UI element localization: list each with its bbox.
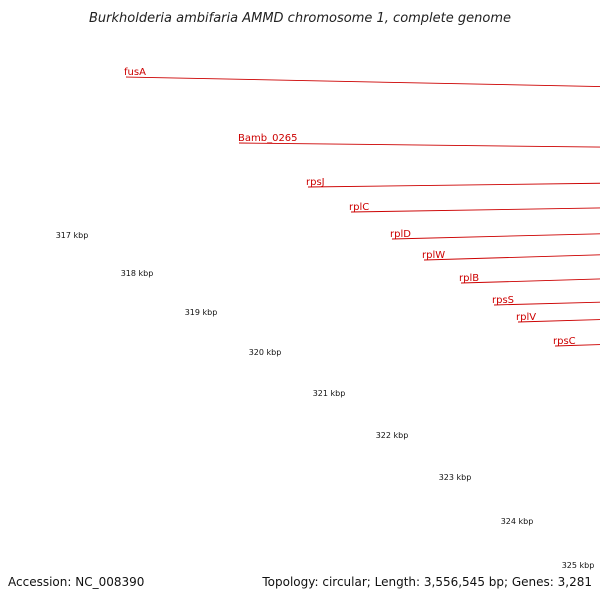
genome-summary-text: Topology: circular; Length: 3,556,545 bp… [261,575,592,589]
tick-label-324-kbp: 324 kbp [501,517,534,526]
gene-label-rplV[interactable]: rplV [516,312,536,323]
label-leader-line [423,254,600,261]
tick-label-319-kbp: 319 kbp [185,308,218,317]
tick-label-322-kbp: 322 kbp [376,431,409,440]
gene-label-bamb-0265[interactable]: Bamb_0265 [238,133,298,144]
chromosome-backbone [538,0,600,546]
gene-label-rplD[interactable]: rplD [390,229,411,240]
label-leaders [125,76,600,347]
position-labels: 317 kbp 318 kbp 319 kbp 320 kbp 321 kbp … [56,231,595,570]
gene-label-fusA[interactable]: fusA [124,67,146,78]
gene-labels: fusA Bamb_0265 rpsJ rplC rplD rplW rplB … [124,67,576,347]
label-leader-line [350,207,600,213]
label-leader-line [125,76,600,88]
tick-label-320-kbp: 320 kbp [249,348,282,357]
gene-label-rpsS[interactable]: rpsS [492,295,514,306]
gene-label-rplB[interactable]: rplB [459,273,479,284]
gene-label-rplC[interactable]: rplC [349,202,369,213]
gene-label-rpsC[interactable]: rpsC [553,336,576,347]
accession-text: Accession: NC_008390 [8,575,144,589]
tick-label-321-kbp: 321 kbp [313,389,346,398]
map-title: Burkholderia ambifaria AMMD chromosome 1… [89,11,511,26]
label-leader-line [307,182,600,188]
tick-label-325-kbp: 325 kbp [562,561,595,570]
tick-label-318-kbp: 318 kbp [121,269,154,278]
backbone-shadow [537,0,600,549]
label-leader-line [391,233,600,240]
map-plot-area [125,0,600,549]
label-leader-line [460,278,600,284]
label-leader-line [238,142,600,148]
gene-label-rplW[interactable]: rplW [422,250,445,261]
gene-label-rpsJ[interactable]: rpsJ [306,177,325,188]
tick-label-323-kbp: 323 kbp [439,473,472,482]
tick-label-317-kbp: 317 kbp [56,231,89,240]
